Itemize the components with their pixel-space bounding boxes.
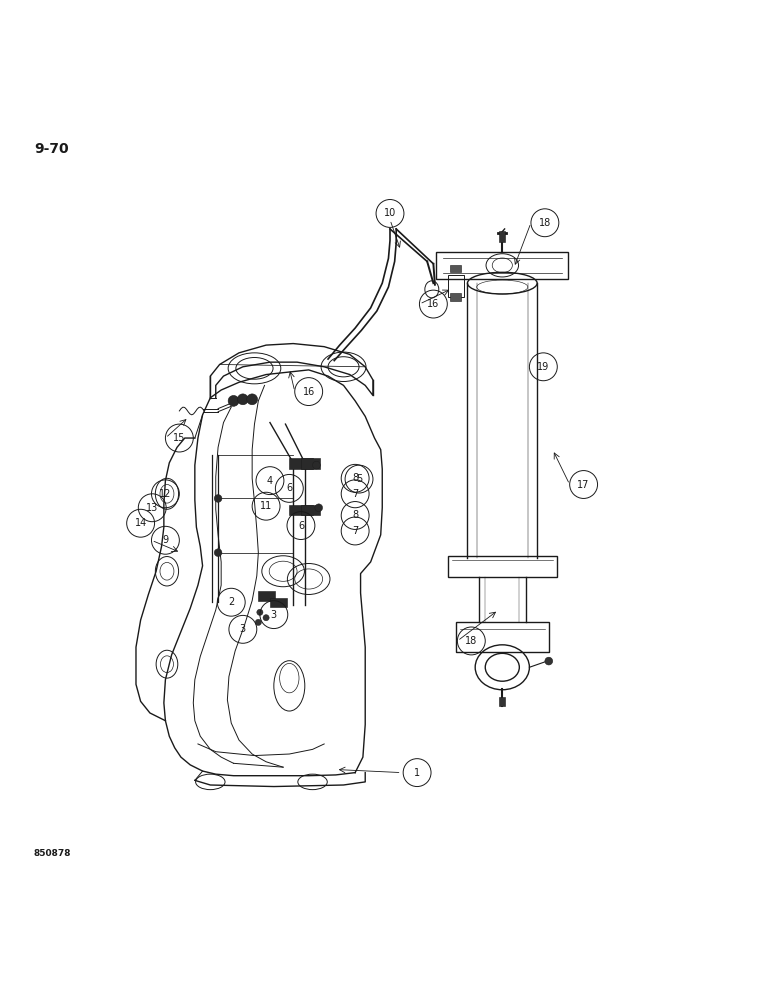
Text: 18: 18	[539, 218, 551, 228]
Text: 19: 19	[537, 362, 549, 372]
Circle shape	[257, 609, 263, 615]
Text: 15: 15	[173, 433, 186, 443]
Text: 7: 7	[352, 526, 358, 536]
Circle shape	[228, 395, 239, 406]
Circle shape	[263, 615, 269, 621]
Bar	[301, 505, 321, 515]
Bar	[258, 591, 275, 601]
Text: 10: 10	[384, 208, 396, 218]
Text: 14: 14	[134, 518, 147, 528]
Text: 7: 7	[352, 489, 358, 499]
Text: 11: 11	[260, 501, 272, 511]
Bar	[499, 231, 505, 242]
Bar	[448, 275, 463, 297]
Bar	[450, 293, 461, 301]
Circle shape	[545, 657, 553, 665]
Bar	[448, 556, 556, 577]
Circle shape	[246, 394, 257, 405]
Text: 16: 16	[303, 387, 315, 397]
Text: 3: 3	[271, 610, 277, 620]
Text: 8: 8	[352, 510, 358, 520]
Text: 9-70: 9-70	[34, 142, 69, 156]
Text: 13: 13	[146, 503, 158, 513]
Bar	[456, 622, 549, 652]
Circle shape	[255, 619, 261, 625]
Text: 6: 6	[286, 483, 292, 493]
Text: 2: 2	[228, 597, 234, 607]
Text: 3: 3	[239, 624, 246, 634]
Circle shape	[215, 549, 222, 557]
Bar	[270, 598, 287, 607]
Bar	[289, 505, 313, 515]
Circle shape	[315, 504, 323, 512]
Text: 6: 6	[298, 521, 304, 531]
Circle shape	[313, 461, 321, 469]
Text: 12: 12	[159, 489, 172, 499]
Text: 850878: 850878	[34, 849, 71, 858]
Text: 16: 16	[427, 299, 439, 309]
Bar	[499, 697, 505, 706]
Circle shape	[237, 394, 248, 405]
Bar	[289, 458, 313, 469]
Circle shape	[215, 495, 222, 502]
Text: 8: 8	[352, 473, 358, 483]
Text: 5: 5	[356, 474, 362, 484]
Text: 4: 4	[267, 476, 273, 486]
Text: 17: 17	[577, 480, 590, 490]
Text: 9: 9	[162, 535, 168, 545]
Bar	[301, 458, 321, 469]
Bar	[450, 265, 461, 272]
Text: 18: 18	[465, 636, 477, 646]
Text: 1: 1	[414, 768, 420, 778]
